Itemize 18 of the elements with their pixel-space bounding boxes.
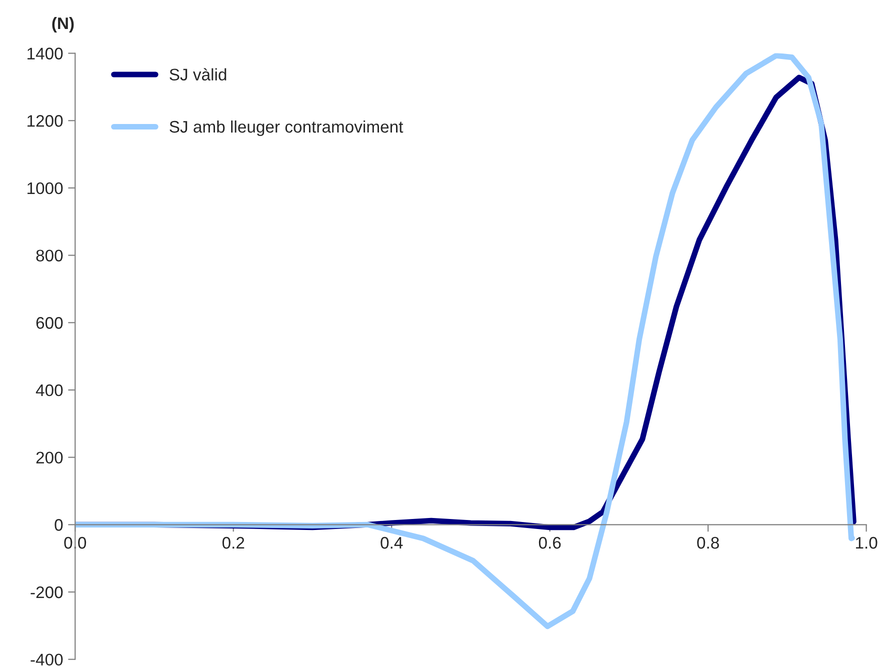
y-tick-label: 800	[36, 250, 63, 262]
y-tick-label: 1400	[28, 48, 63, 60]
y-tick-label: 0	[54, 519, 63, 531]
x-tick-label: 0.2	[222, 536, 244, 549]
y-tick-label: -200	[30, 586, 63, 598]
y-tick-label: -400	[30, 654, 63, 666]
y-axis-title: (N)	[52, 16, 74, 32]
y-tick-label: 1200	[28, 115, 63, 127]
legend-label: SJ amb lleuger contramoviment	[170, 120, 404, 136]
y-tick-label: 200	[36, 452, 63, 464]
y-tick-label: 600	[36, 317, 63, 329]
y-tick-label: 400	[36, 384, 63, 396]
x-tick-label: 1.0	[856, 536, 878, 549]
x-tick-label: 0.4	[380, 536, 403, 549]
x-tick-label: 0.8	[697, 536, 719, 549]
y-tick-label: 1000	[28, 182, 63, 194]
legend-label: SJ vàlid	[170, 68, 226, 81]
x-tick-label: 0.6	[538, 536, 561, 549]
